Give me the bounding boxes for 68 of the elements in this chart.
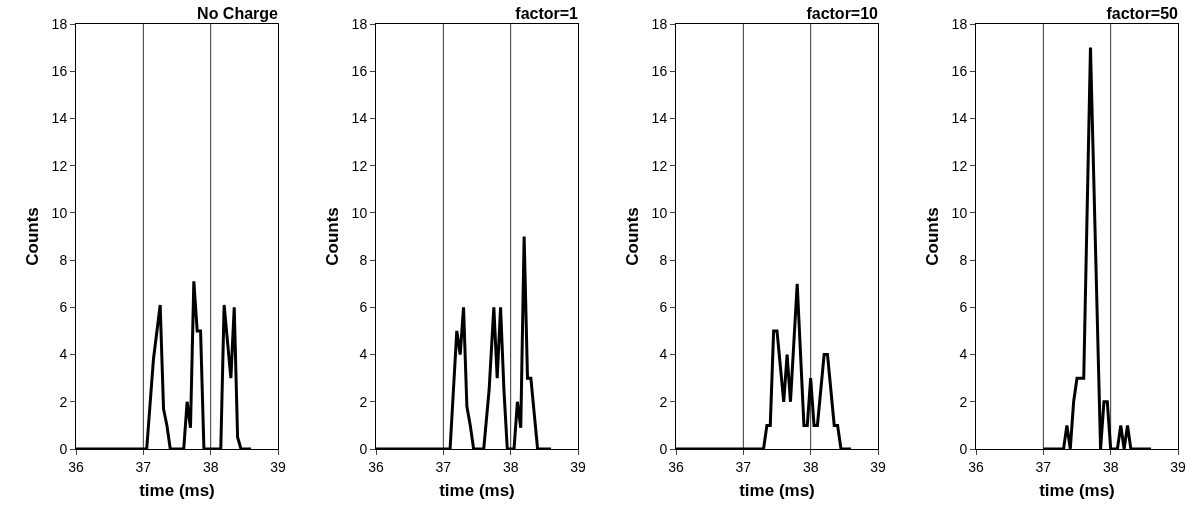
y-tick-label: 2 bbox=[59, 393, 68, 410]
x-tick-label: 38 bbox=[202, 458, 219, 475]
y-tick-label: 16 bbox=[51, 63, 68, 80]
x-tick-label: 36 bbox=[668, 458, 684, 475]
y-tick-label: 2 bbox=[359, 393, 368, 410]
x-tick-label: 36 bbox=[68, 458, 84, 475]
x-tick-label: 37 bbox=[735, 458, 752, 475]
y-tick-label: 18 bbox=[951, 15, 968, 32]
y-tick-label: 6 bbox=[959, 299, 968, 316]
y-tick-label: 12 bbox=[951, 157, 968, 174]
y-tick-label: 18 bbox=[51, 15, 68, 32]
y-tick-label: 18 bbox=[651, 15, 668, 32]
y-tick-label: 8 bbox=[59, 252, 68, 269]
y-tick-label: 14 bbox=[351, 110, 368, 127]
y-tick-label: 18 bbox=[351, 15, 368, 32]
x-axis-title: time (ms) bbox=[1039, 481, 1115, 501]
x-tick-label: 39 bbox=[570, 458, 586, 475]
x-tick-label: 36 bbox=[968, 458, 984, 475]
y-axis-title: Counts bbox=[623, 207, 643, 266]
y-tick-label: 14 bbox=[951, 110, 968, 127]
chart-title: factor=10 bbox=[806, 4, 879, 22]
y-tick-label: 8 bbox=[359, 252, 368, 269]
chart-title: factor=50 bbox=[1106, 4, 1179, 22]
x-tick-label: 36 bbox=[368, 458, 384, 475]
y-axis-title: Counts bbox=[23, 207, 43, 266]
x-tick-label: 39 bbox=[870, 458, 886, 475]
y-tick-label: 4 bbox=[59, 346, 68, 363]
y-tick-label: 2 bbox=[659, 393, 668, 410]
y-tick-label: 16 bbox=[651, 63, 668, 80]
y-tick-label: 0 bbox=[959, 440, 968, 457]
x-axis-title: time (ms) bbox=[739, 481, 815, 501]
x-tick-label: 37 bbox=[435, 458, 452, 475]
y-axis-title: Counts bbox=[323, 207, 343, 266]
y-tick-label: 2 bbox=[959, 393, 968, 410]
x-axis-title: time (ms) bbox=[439, 481, 515, 501]
y-axis-title: Counts bbox=[923, 207, 943, 266]
y-tick-label: 12 bbox=[651, 157, 668, 174]
y-tick-label: 10 bbox=[351, 204, 368, 221]
y-tick-label: 12 bbox=[351, 157, 368, 174]
y-tick-label: 10 bbox=[651, 204, 668, 221]
y-tick-label: 4 bbox=[959, 346, 968, 363]
y-tick-label: 0 bbox=[659, 440, 668, 457]
x-tick-label: 39 bbox=[270, 458, 286, 475]
y-tick-label: 0 bbox=[59, 440, 68, 457]
y-tick-label: 14 bbox=[651, 110, 668, 127]
y-tick-label: 6 bbox=[659, 299, 668, 316]
x-tick-label: 38 bbox=[802, 458, 819, 475]
y-tick-label: 16 bbox=[351, 63, 368, 80]
x-axis-title: time (ms) bbox=[139, 481, 215, 501]
x-tick-label: 37 bbox=[135, 458, 152, 475]
y-tick-label: 8 bbox=[959, 252, 968, 269]
y-tick-label: 10 bbox=[951, 204, 968, 221]
y-tick-label: 14 bbox=[51, 110, 68, 127]
y-tick-label: 0 bbox=[359, 440, 368, 457]
chart-title: factor=1 bbox=[515, 4, 579, 22]
x-tick-label: 38 bbox=[502, 458, 519, 475]
chart-title: No Charge bbox=[197, 4, 279, 22]
y-tick-label: 16 bbox=[951, 63, 968, 80]
y-tick-label: 8 bbox=[659, 252, 668, 269]
y-tick-label: 10 bbox=[51, 204, 68, 221]
y-tick-label: 6 bbox=[59, 299, 68, 316]
x-tick-label: 39 bbox=[1170, 458, 1186, 475]
y-tick-label: 4 bbox=[659, 346, 668, 363]
x-tick-label: 37 bbox=[1035, 458, 1052, 475]
y-tick-label: 12 bbox=[51, 157, 68, 174]
y-tick-label: 6 bbox=[359, 299, 368, 316]
y-tick-label: 4 bbox=[359, 346, 368, 363]
x-tick-label: 38 bbox=[1102, 458, 1119, 475]
